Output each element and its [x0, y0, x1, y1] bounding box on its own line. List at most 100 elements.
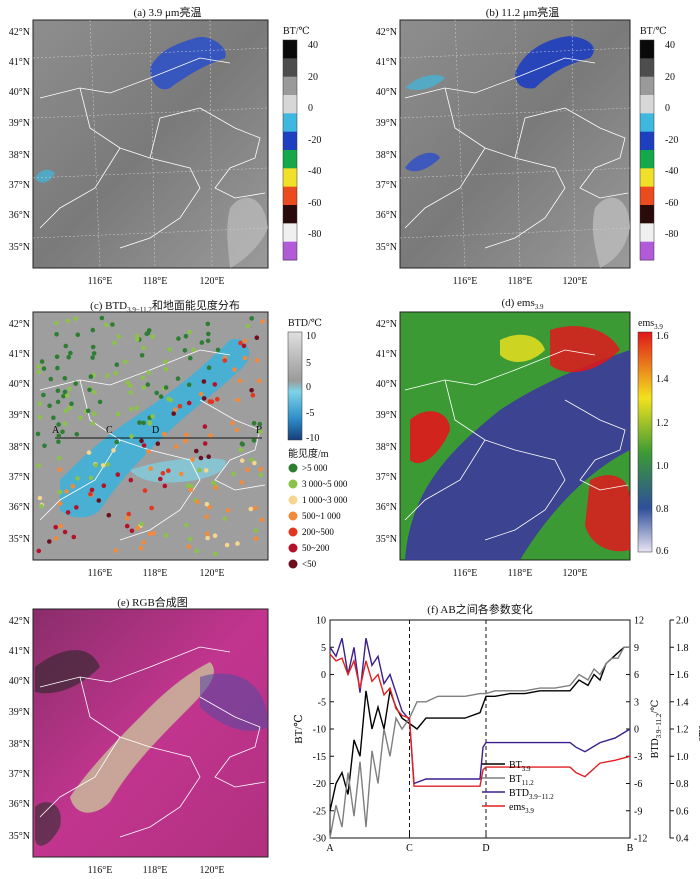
station-dot [197, 467, 202, 473]
lon-tick: 120°E [562, 276, 587, 287]
station-dot [35, 431, 41, 437]
station-dot [188, 536, 193, 542]
station-dot [57, 467, 62, 472]
lat-tick: 38°N [376, 442, 397, 453]
colorbar-ticks: 40 20 0 -20 -40 -60 -80 [665, 40, 678, 240]
station-dot [96, 498, 102, 503]
station-dot [39, 504, 44, 509]
station-dot [245, 467, 250, 472]
legend-label: >5 000 [302, 463, 328, 473]
lat-tick: 37°N [376, 472, 397, 483]
lon-labels: 116°E 118°E 120°E [453, 276, 588, 287]
series-line [329, 646, 630, 811]
colorbar-segment [640, 58, 654, 78]
lon-tick: 116°E [453, 276, 478, 287]
ems-region [405, 350, 630, 560]
station-dot [67, 405, 73, 411]
y3-tick-label: 0.6 [676, 806, 689, 817]
station-dot [55, 365, 60, 371]
station-dot [146, 449, 151, 454]
colorbar-tick: 1.0 [656, 461, 669, 472]
legend-label: BT3.9 [509, 760, 531, 773]
station-dot [113, 548, 119, 553]
panel-e: 42°N 41°N 40°N 39°N 38°N 37°N 36°N 35°N … [9, 608, 269, 876]
panel-a: 42°N 41°N 40°N 39°N 38°N 37°N 36°N 35°N … [9, 19, 321, 287]
colorbar-tick: -60 [308, 198, 321, 209]
station-dot [176, 336, 181, 341]
station-dot [69, 401, 74, 406]
station-dot [252, 460, 257, 466]
lat-tick: 41°N [9, 646, 30, 657]
y-tick-label: 10 [316, 616, 326, 627]
ems-region [585, 475, 630, 552]
station-dot [239, 458, 245, 463]
colorbar-segment [640, 241, 654, 261]
y-tick-label: -20 [313, 779, 326, 790]
colorbar-tick: 0.8 [656, 504, 669, 515]
station-dot [47, 539, 52, 544]
ems-colorbar [637, 331, 653, 553]
colorbar-label: BT/℃ [640, 26, 667, 37]
station-dot [58, 501, 63, 506]
station-dot [73, 381, 78, 386]
station-dot [204, 514, 210, 520]
lat-tick: 41°N [9, 57, 30, 68]
lat-tick: 36°N [376, 210, 397, 221]
y3-tick-label: 2.0 [676, 616, 689, 627]
station-dot [215, 347, 221, 353]
station-dot [56, 433, 62, 439]
legend-dot [288, 479, 298, 489]
province-boundary [39, 349, 231, 541]
lon-tick: 116°E [88, 568, 113, 579]
station-dot [161, 431, 167, 437]
station-dot [112, 340, 117, 346]
station-dot [163, 359, 168, 364]
station-dot [86, 450, 92, 455]
lat-tick: 39°N [376, 118, 397, 129]
station-dot [113, 370, 118, 376]
station-dot [205, 535, 210, 541]
station-dot [206, 454, 211, 459]
lat-labels: 42°N 41°N 40°N 39°N 38°N 37°N 36°N 35°N [9, 616, 30, 842]
station-dot [90, 327, 96, 333]
rgb-fog-band [70, 662, 214, 813]
station-dot [232, 367, 237, 372]
station-dot [239, 480, 245, 485]
lat-tick: 42°N [9, 27, 30, 38]
station-dot [204, 501, 210, 507]
btd-colorbar [287, 331, 303, 441]
lat-tick: 35°N [9, 831, 30, 842]
lat-labels: 42°N 41°N 40°N 39°N 38°N 37°N 36°N 35°N [9, 319, 30, 545]
lat-tick: 36°N [9, 210, 30, 221]
station-dot [222, 516, 228, 521]
station-dots [35, 315, 266, 557]
station-dot [207, 399, 213, 404]
station-dot [48, 376, 54, 382]
panel-b-title: (b) 11.2 μm亮温 [485, 7, 560, 19]
colorbar-tick: 20 [665, 72, 675, 83]
station-dot [62, 529, 68, 535]
station-dot [250, 393, 256, 398]
station-dot [88, 374, 94, 379]
lat-tick: 40°N [9, 379, 30, 390]
station-dot [183, 333, 189, 339]
colorbar-segment [283, 131, 297, 151]
station-dot [201, 396, 207, 401]
x-tick-label: C [406, 843, 413, 854]
station-dot [129, 528, 135, 534]
station-dot [91, 389, 97, 395]
colorbar-segment [283, 241, 297, 261]
legend-dot [288, 527, 298, 537]
station-dot [141, 540, 146, 545]
colorbar-segment [640, 95, 654, 114]
lat-tick: 42°N [9, 319, 30, 330]
station-dot [208, 433, 213, 438]
colorbar-tick: -40 [308, 166, 321, 177]
colorbar-tick: -20 [308, 135, 321, 146]
y-axis-label: BT/℃ [293, 714, 305, 743]
station-dot [202, 424, 208, 429]
station-dot [139, 521, 144, 527]
station-dot [187, 329, 192, 335]
station-dot [64, 393, 70, 398]
station-dot [175, 376, 181, 381]
